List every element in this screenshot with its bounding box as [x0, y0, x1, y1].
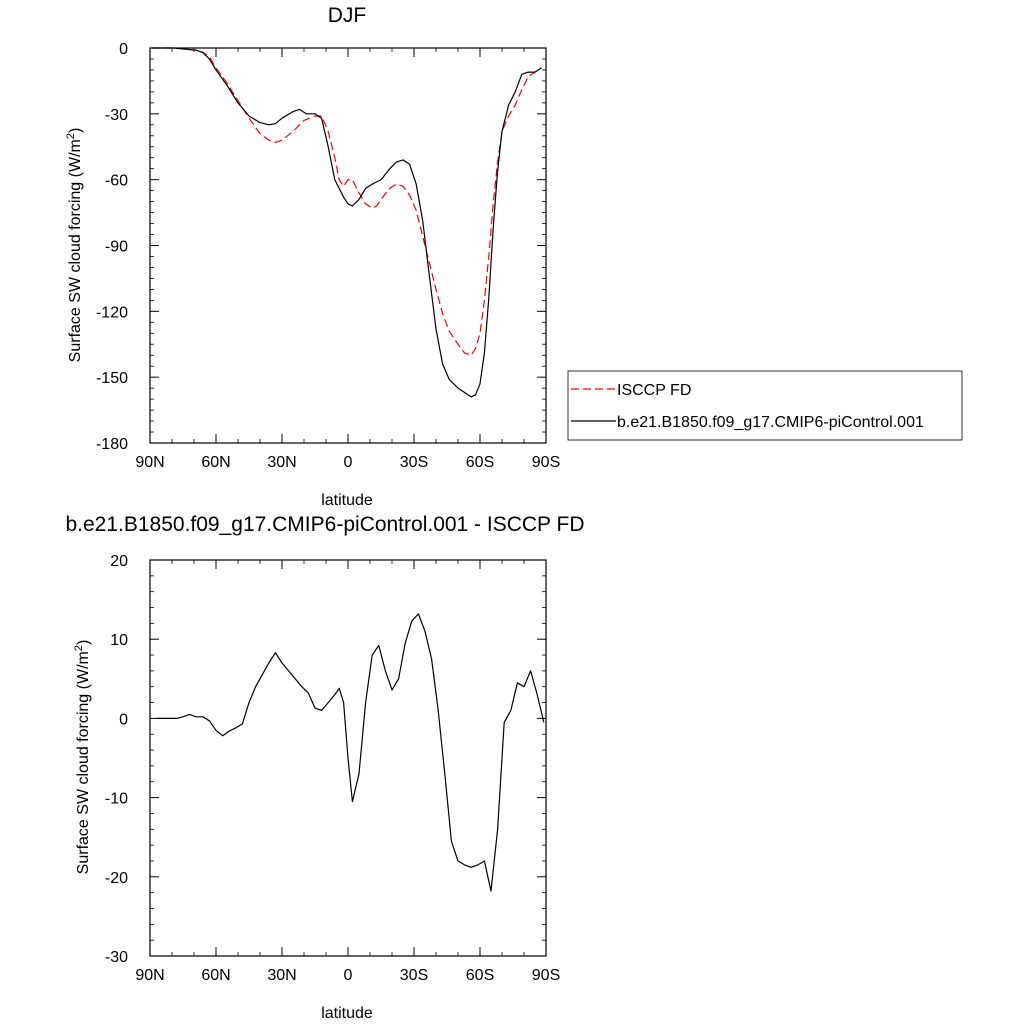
y-axis-label-sup: 2 — [65, 133, 77, 139]
y-tick-label: -30 — [105, 107, 128, 124]
y-tick-label: -10 — [105, 791, 128, 808]
y-tick-label: -20 — [105, 870, 128, 887]
plot-frame — [149, 559, 547, 957]
x-tick-label: 30N — [267, 967, 296, 984]
x-tick-label: 0 — [344, 454, 353, 471]
y-axis-label-text: Surface SW cloud forcing (W/m — [75, 651, 92, 874]
y-tick-label: 0 — [119, 41, 128, 58]
x-tick-label: 60S — [466, 967, 494, 984]
legend-label-isccp: ISCCP FD — [617, 382, 691, 399]
chart-bottom-difference: b.e21.B1850.f09_g17.CMIP6-piControl.001 … — [65, 513, 584, 1022]
legend-label-model: b.e21.B1850.f09_g17.CMIP6-piControl.001 — [617, 414, 924, 431]
plot-frame — [149, 47, 547, 444]
chart-top-djf: DJF Surface SW cloud forcing (W/m2) lati… — [65, 4, 963, 509]
legend: ISCCP FD b.e21.B1850.f09_g17.CMIP6-piCon… — [567, 370, 963, 441]
y-tick-label: -90 — [105, 239, 128, 256]
x-tick-label: 60N — [201, 454, 230, 471]
y-tick-label: -180 — [96, 436, 128, 453]
y-axis-label: Surface SW cloud forcing (W/m2) — [65, 128, 84, 363]
y-axis-label-text: Surface SW cloud forcing (W/m — [67, 139, 84, 362]
y-tick-label: -60 — [105, 173, 128, 190]
chart-title: DJF — [328, 4, 367, 27]
chart-title: b.e21.B1850.f09_g17.CMIP6-piControl.001 … — [65, 513, 584, 536]
svg-text:Surface SW cloud forcing (W/m2: Surface SW cloud forcing (W/m2) — [73, 640, 92, 875]
y-tick-label: 10 — [110, 632, 128, 649]
x-tick-label: 90N — [135, 967, 164, 984]
y-axis-label-sup: 2 — [73, 645, 85, 651]
y-tick-label: -150 — [96, 370, 128, 387]
series-line-1 — [156, 613, 545, 892]
x-axis-label: latitude — [321, 1005, 373, 1022]
y-tick-label: -30 — [105, 949, 128, 966]
y-axis-label-close: ) — [67, 128, 84, 133]
x-tick-label: 60S — [466, 454, 494, 471]
y-tick-label: 20 — [110, 553, 128, 570]
y-axis-label: Surface SW cloud forcing (W/m2) — [73, 640, 92, 875]
svg-text:Surface SW cloud forcing (W/m2: Surface SW cloud forcing (W/m2) — [65, 128, 84, 363]
legend-box — [567, 370, 963, 441]
x-tick-label: 60N — [201, 967, 230, 984]
series-line-2 — [152, 47, 542, 398]
x-tick-label: 90S — [532, 454, 560, 471]
x-tick-label: 30N — [267, 454, 296, 471]
x-tick-label: 30S — [400, 967, 428, 984]
y-tick-label: 0 — [119, 711, 128, 728]
y-tick-label: -120 — [96, 304, 128, 321]
x-tick-label: 30S — [400, 454, 428, 471]
series-line-1 — [152, 47, 542, 356]
y-axis-label-close: ) — [75, 640, 92, 645]
x-axis-label: latitude — [321, 492, 373, 509]
x-tick-label: 0 — [344, 967, 353, 984]
x-tick-label: 90S — [532, 967, 560, 984]
x-tick-label: 90N — [135, 454, 164, 471]
